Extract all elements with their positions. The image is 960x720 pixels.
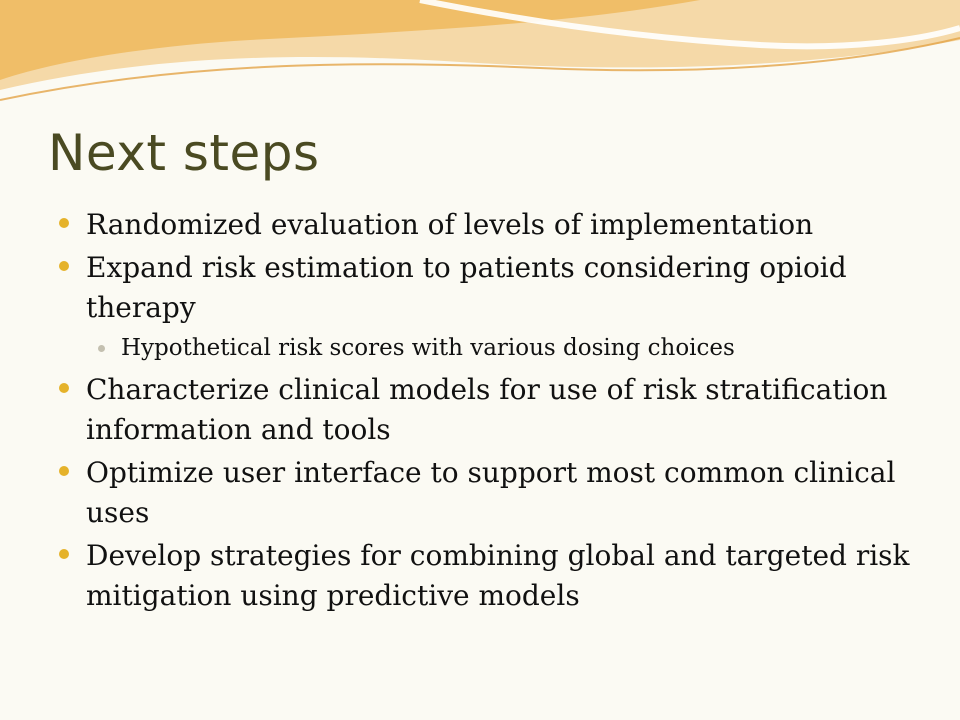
- bullet-text: Characterize clinical models for use of …: [86, 373, 888, 446]
- bullet-item: Randomized evaluation of levels of imple…: [56, 205, 926, 245]
- bullet-dot-icon: [59, 466, 69, 476]
- sub-bullet-item: Hypothetical risk scores with various do…: [96, 331, 926, 365]
- bullet-dot-icon: [59, 218, 69, 228]
- bullet-dot-icon: [59, 549, 69, 559]
- bullet-list: Randomized evaluation of levels of imple…: [56, 205, 926, 619]
- bullet-item: Characterize clinical models for use of …: [56, 370, 926, 450]
- wave-line-gold: [0, 37, 960, 101]
- slide-title: Next steps: [48, 124, 320, 182]
- sub-bullet-text: Hypothetical risk scores with various do…: [121, 335, 735, 361]
- bullet-dot-icon: [59, 261, 69, 271]
- decorative-wave-header: [0, 0, 960, 101]
- wave-highlight-white: [419, 0, 960, 50]
- bullet-item: Optimize user interface to support most …: [56, 453, 926, 533]
- bullet-text: Randomized evaluation of levels of imple…: [86, 208, 814, 241]
- bullet-item: Develop strategies for combining global …: [56, 536, 926, 616]
- bullet-text: Expand risk estimation to patients consi…: [86, 251, 847, 324]
- bullet-text: Develop strategies for combining global …: [86, 539, 910, 612]
- bullet-text: Optimize user interface to support most …: [86, 456, 896, 529]
- sub-bullet-dot-icon: [98, 345, 105, 352]
- bullet-item: Expand risk estimation to patients consi…: [56, 248, 926, 328]
- bullet-dot-icon: [59, 383, 69, 393]
